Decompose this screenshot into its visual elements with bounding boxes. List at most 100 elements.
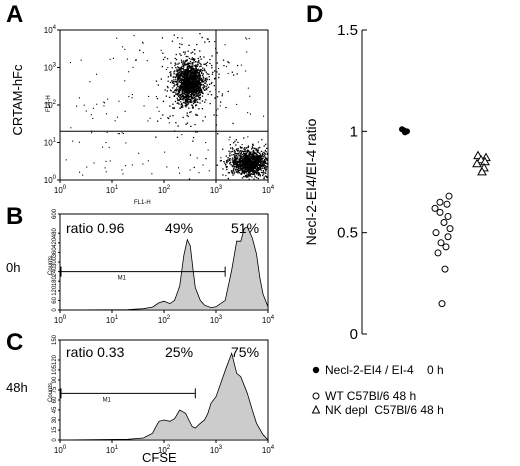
panel-a-dot — [247, 160, 249, 162]
panel-a-dot — [203, 56, 205, 58]
panel-a-dot — [181, 90, 183, 92]
panel-a-dot — [240, 157, 242, 159]
panel-a-dot — [195, 87, 198, 90]
panel-a-dot — [214, 97, 216, 99]
panel-a-dot — [237, 172, 239, 174]
panel-a-dot — [189, 62, 191, 64]
panel-a-dot — [209, 58, 211, 61]
panel-a-dot — [182, 93, 184, 95]
panel-a-dot — [180, 70, 182, 72]
panel-a-dot — [192, 88, 194, 90]
panel-a-dot — [192, 59, 195, 61]
panel-a-dots — [65, 33, 269, 180]
panel-a-dot — [187, 103, 189, 105]
panel-a-dot — [194, 68, 196, 70]
panel-a-dot — [235, 157, 237, 159]
panel-a-dot — [180, 101, 182, 103]
panel-a-dot — [179, 172, 181, 174]
panel-a-dot — [194, 92, 197, 94]
panel-a-dot — [177, 99, 179, 102]
panel-d-point-open-circle — [444, 212, 452, 220]
panel-a-dot — [250, 153, 252, 155]
panel-a-dot — [207, 86, 210, 88]
panel-a-dot — [162, 114, 164, 116]
panel-a-dot — [135, 59, 137, 61]
panel-a-dot — [211, 64, 213, 67]
panel-a-dot — [204, 82, 206, 85]
panel-a-dot — [198, 91, 200, 93]
panel-a-dot — [254, 161, 256, 164]
panel-a-dot — [188, 44, 190, 46]
panel-a-dot — [204, 77, 207, 80]
panel-a-dot — [182, 88, 185, 90]
panel-a-dot — [186, 114, 188, 117]
panel-a-dot — [174, 89, 176, 92]
panel-a-dot — [82, 174, 84, 176]
panel-a-dot — [247, 87, 249, 89]
panel-a-dot — [243, 172, 245, 175]
panel-a-dot — [186, 59, 188, 62]
panel-a-dot — [249, 175, 251, 177]
panel-a-dot — [254, 175, 256, 177]
panel-a-dot — [222, 59, 225, 61]
panel-a-dot — [193, 84, 195, 86]
panel-a-dot — [182, 87, 184, 89]
panel-c-y-tick-label: 0 — [52, 438, 58, 442]
panel-a-dot — [249, 113, 251, 115]
panel-a-dot — [180, 85, 182, 87]
panel-a-dot — [265, 156, 267, 159]
panel-a-dot — [191, 96, 193, 98]
panel-a-dot — [202, 86, 204, 88]
panel-d-point-open-circle — [436, 208, 444, 216]
panel-a-dot — [188, 97, 190, 99]
panel-a-dot — [196, 82, 198, 84]
panel-a-dot — [228, 150, 230, 152]
panel-a-dot — [183, 84, 185, 87]
panel-a-dot — [175, 78, 177, 80]
panel-a-dot — [196, 69, 198, 71]
panel-a-dot — [177, 89, 179, 91]
panel-a-dot — [208, 73, 210, 75]
panel-c-x-tick-label: 102 — [158, 445, 171, 455]
panel-a-dot — [186, 77, 189, 79]
panel-a-dot — [178, 46, 181, 49]
panel-a-dot — [266, 175, 268, 178]
panel-a-dot — [207, 38, 209, 40]
panel-a-dot — [227, 157, 229, 159]
panel-a-y-tick-label: 100 — [44, 175, 57, 185]
panel-a-dot — [195, 86, 197, 88]
panel-a-dot — [241, 172, 244, 174]
panel-a-dot — [176, 88, 179, 91]
panel-a-dot — [173, 70, 176, 72]
panel-a-dot — [198, 90, 200, 92]
panel-a-dot — [231, 71, 233, 73]
panel-a-dot — [178, 72, 180, 74]
panel-a-dot — [202, 67, 204, 69]
panel-a-dot — [189, 60, 192, 63]
panel-a-dot — [192, 81, 194, 83]
panel-a-dot — [112, 57, 114, 59]
panel-a-dot — [189, 79, 191, 81]
panel-a-dot — [178, 103, 180, 105]
panel-a-dot — [195, 98, 197, 101]
panel-a-y-tick-label: 103 — [44, 63, 57, 73]
panel-a-dot — [207, 93, 209, 95]
panel-d-point-open-circle — [440, 219, 448, 227]
panel-a-dot — [262, 170, 264, 172]
panel-a-dot — [260, 159, 262, 161]
panel-a-dot — [185, 99, 188, 101]
panel-a-dot — [252, 173, 254, 175]
panel-a-dot — [142, 52, 144, 54]
panel-a-dot — [171, 82, 174, 84]
panel-a-dot — [196, 91, 198, 93]
panel-a-dot — [179, 85, 181, 87]
panel-a-dot — [193, 95, 195, 97]
panel-a-dot — [241, 170, 243, 173]
panel-a-dot — [260, 165, 262, 167]
panel-a-dot — [262, 165, 264, 167]
panel-a-dot — [240, 173, 243, 175]
panel-a-dot — [192, 82, 194, 84]
panel-a-dot — [199, 69, 201, 71]
panel-a-dot — [199, 74, 201, 76]
panel-a-dot — [200, 79, 202, 81]
